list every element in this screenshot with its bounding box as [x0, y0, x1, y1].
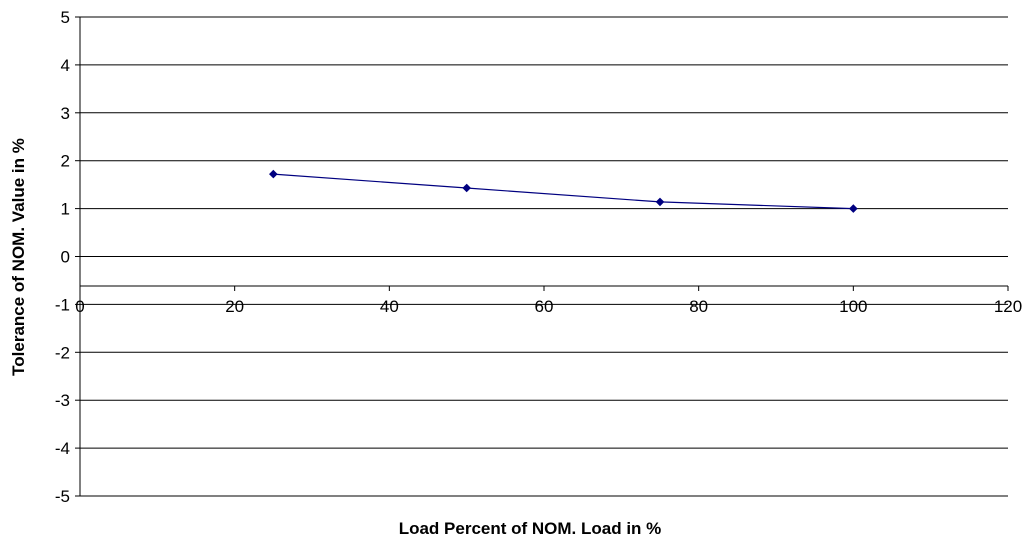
x-tick-label: 40	[380, 297, 399, 316]
y-tick-label: -3	[55, 391, 70, 410]
x-tick-label: 100	[839, 297, 867, 316]
x-tick-label: 0	[75, 297, 84, 316]
y-tick-label: 0	[61, 248, 70, 267]
y-axis-title: Tolerance of NOM. Value in %	[9, 138, 28, 376]
series-line	[273, 173, 854, 210]
y-tick-labels: 5 4 3 2 1 0 -1 -2 -3 -4 -5	[55, 8, 80, 506]
y-tick-label: 3	[61, 104, 70, 123]
y-tick-label: -5	[55, 487, 70, 506]
data-point-marker	[655, 197, 665, 207]
x-tick-label: 80	[689, 297, 708, 316]
series-group	[269, 169, 858, 213]
data-point-marker	[462, 183, 471, 193]
x-axis-title: Load Percent of NOM. Load in %	[399, 519, 662, 538]
x-tick-label: 60	[535, 297, 554, 316]
x-tick-label: 20	[225, 297, 244, 316]
x-tick-label: 120	[994, 297, 1022, 316]
x-tick-labels: 0 20 40 60 80 100 120	[75, 286, 1022, 316]
grid-lines	[80, 16, 1008, 497]
y-tick-label: 4	[61, 56, 70, 75]
y-tick-label: -4	[55, 439, 70, 458]
y-tick-label: 2	[61, 152, 70, 171]
data-point-marker	[849, 204, 858, 213]
y-tick-label: 5	[61, 8, 70, 27]
y-tick-label: -1	[55, 295, 70, 314]
data-point-marker	[269, 169, 278, 179]
y-tick-label: 1	[61, 200, 70, 219]
y-tick-label: -2	[55, 343, 70, 362]
